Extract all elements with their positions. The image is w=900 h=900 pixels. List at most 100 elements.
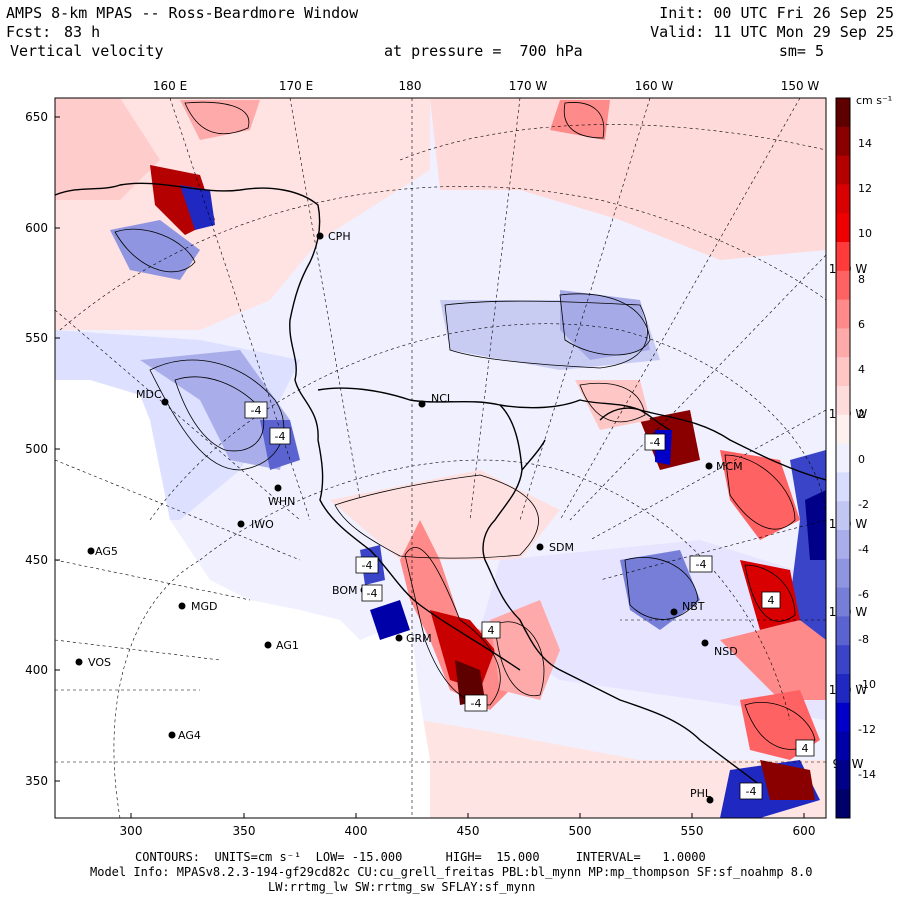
station-marker: AG1 — [264, 639, 299, 652]
colorbar-swatch — [836, 357, 850, 387]
pressure-level: at pressure = 700 hPa — [384, 42, 583, 60]
colorbar-label: -14 — [858, 768, 876, 781]
negative-region — [620, 550, 700, 630]
svg-text:-4: -4 — [650, 436, 661, 449]
positive-region — [720, 450, 800, 540]
station-marker: NBT — [670, 600, 705, 616]
positive-region — [180, 100, 260, 140]
colorbar-swatches — [836, 98, 850, 819]
colorbar-swatch — [836, 472, 850, 502]
colorbar-swatch — [836, 674, 850, 704]
svg-text:NCL: NCL — [431, 392, 454, 405]
svg-text:-4: -4 — [251, 404, 262, 417]
y-tick-label: 500 — [25, 442, 48, 456]
station-marker: MDC — [136, 388, 169, 406]
negative-region — [370, 600, 410, 640]
physics-info: LW:rrtmg_lw SW:rrtmg_sw SFLAY:sf_mynn — [268, 880, 536, 894]
vertical-velocity-field — [55, 98, 826, 818]
y-axis-labels: 650 600 550 500 450 400 350 — [25, 110, 48, 788]
station-marker: MCM — [705, 460, 743, 473]
colorbar-swatch — [836, 731, 850, 761]
svg-text:IWO: IWO — [251, 518, 274, 531]
x-tick-label: 350 — [233, 824, 256, 838]
longitude-labels-top: 160 E 170 E 180 170 W 160 W 150 W — [153, 79, 820, 93]
colorbar-swatch — [836, 270, 850, 301]
y-tick-label: 600 — [25, 221, 48, 235]
negative-region — [560, 290, 650, 360]
contours-info: CONTOURS: UNITS=cm s⁻¹ LOW= -15.000 HIGH… — [135, 850, 706, 864]
colorbar-label: -8 — [858, 633, 869, 646]
svg-text:VOS: VOS — [88, 656, 111, 669]
colorbar-label: 8 — [858, 273, 865, 286]
maximum-label: 4 — [481, 621, 501, 639]
y-tick-label: 400 — [25, 663, 48, 677]
minimum-label: -4 — [464, 694, 488, 712]
y-tick-label: 550 — [25, 331, 48, 345]
y-tick-label: 650 — [25, 110, 48, 124]
svg-text:-4: -4 — [471, 697, 482, 710]
longitude-label: 170 E — [279, 79, 313, 93]
colorbar-swatch — [836, 184, 850, 214]
svg-text:MGD: MGD — [191, 600, 218, 613]
colorbar-swatch — [836, 299, 850, 329]
svg-text:AG5: AG5 — [95, 545, 118, 558]
maximum-label: 4 — [761, 591, 781, 609]
station-marker: SDM — [536, 541, 574, 554]
minimum-label: -4 — [361, 584, 383, 602]
extrema-labels: -4 -4 -4 -4 -4 -4 -4 -4 4 4 4 — [244, 401, 815, 800]
svg-text:AG4: AG4 — [178, 729, 201, 742]
forecast-label: Fcst: — [6, 23, 52, 41]
colorbar-label: 14 — [858, 137, 872, 150]
colorbar-swatch — [836, 213, 850, 243]
station-marker: AG4 — [168, 729, 201, 742]
x-tick-label: 450 — [457, 824, 480, 838]
svg-text:-4: -4 — [367, 587, 378, 600]
colorbar-swatch — [836, 616, 850, 646]
colorbar-swatch — [836, 414, 850, 445]
colorbar-label: 10 — [858, 227, 872, 240]
colorbar-swatch — [836, 328, 850, 358]
colorbar-label: -10 — [858, 678, 876, 691]
no-data-region — [55, 380, 430, 818]
colorbar: cm s⁻¹ 14 12 10 8 6 4 2 0 -2 -4 -6 -8 -1… — [835, 94, 892, 819]
map-title: AMPS 8-km MPAS -- Ross-Beardmore Window — [6, 4, 359, 22]
x-axis-labels: 300 350 400 450 500 550 600 — [120, 824, 816, 838]
svg-text:CPH: CPH — [328, 230, 351, 243]
map-frame — [54, 97, 827, 819]
longitude-label: 160 W — [635, 79, 674, 93]
valid-time: Valid: 11 UTC Mon 29 Sep 25 — [650, 23, 894, 41]
station-marker: NSD — [701, 639, 738, 658]
smoothing-value: sm= 5 — [778, 42, 824, 60]
svg-text:PHL: PHL — [690, 787, 712, 800]
svg-text:BOM: BOM — [332, 584, 358, 597]
station-marker: GRM — [395, 632, 432, 645]
positive-region — [55, 98, 160, 200]
station-marker: VOS — [75, 656, 111, 669]
minimum-label: -4 — [644, 433, 666, 451]
colorbar-label: 0 — [858, 453, 865, 466]
negative-region — [180, 185, 215, 230]
colorbar-label: -12 — [858, 723, 876, 736]
colorbar-frame — [835, 97, 851, 819]
colorbar-swatch — [836, 98, 850, 128]
colorbar-label: 12 — [858, 182, 872, 195]
svg-text:WHN: WHN — [268, 495, 295, 508]
svg-text:MCM: MCM — [716, 460, 743, 473]
colorbar-label: 4 — [858, 363, 865, 376]
positive-region — [575, 380, 650, 430]
longitude-label: 150 W — [781, 79, 820, 93]
station-marker: NCL — [418, 392, 454, 408]
station-marker: MGD — [178, 600, 218, 613]
station-marker: WHN — [268, 484, 295, 508]
station-marker: CPH — [316, 230, 351, 243]
minimum-label: -4 — [269, 427, 291, 445]
axis-ticks — [55, 116, 805, 818]
positive-region — [550, 100, 610, 140]
svg-text:-4: -4 — [696, 558, 707, 571]
x-tick-label: 500 — [569, 824, 592, 838]
station-marker: AG5 — [87, 545, 118, 558]
positive-region — [455, 660, 485, 705]
init-time: Init: 00 UTC Fri 26 Sep 25 — [659, 4, 894, 22]
svg-text:4: 4 — [488, 624, 495, 637]
